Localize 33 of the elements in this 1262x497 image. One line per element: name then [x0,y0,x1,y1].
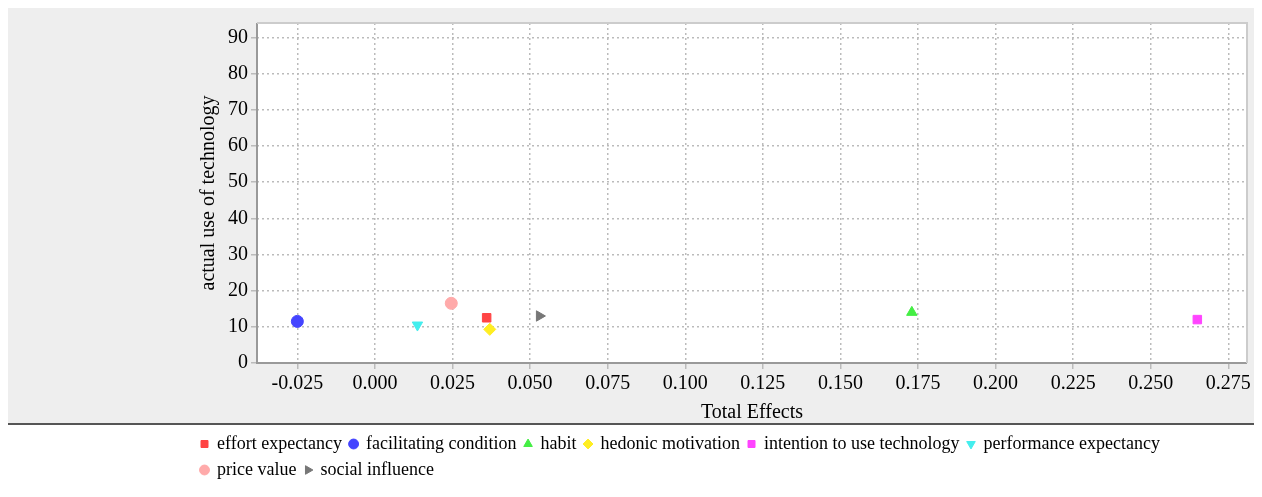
x-axis-title: Total Effects [700,400,804,423]
x-tick-label: 0.100 [662,371,708,394]
x-tick-label: 0.050 [507,371,553,394]
y-tick-label: 20 [228,277,248,300]
y-tick-label: 40 [228,205,248,228]
x-tick-label: 0.250 [1128,371,1174,394]
legend-label: intention to use technology [764,432,960,453]
legend-label: performance expectancy [983,432,1160,453]
x-tick-label: -0.025 [271,371,324,394]
legend-label: price value [217,458,297,479]
x-tick-label: 0.175 [895,371,941,394]
y-tick-label: 10 [228,314,248,337]
x-tick-label: 0.275 [1205,371,1251,394]
legend-label: habit [540,432,577,453]
y-axis-title: actual use of technology [196,95,220,291]
x-tick-label: 0.125 [740,371,786,394]
y-tick-label: 0 [238,350,248,373]
x-tick-label: 0.075 [585,371,631,394]
x-tick-label: 0.225 [1050,371,1096,394]
y-tick-label: 80 [228,60,248,83]
x-tick-label: 0.000 [352,371,398,394]
legend-label: social influence [320,458,434,479]
y-tick-label: 90 [228,24,248,47]
legend-label: hedonic motivation [600,432,741,453]
y-tick-label: 60 [228,133,248,156]
legend-label: effort expectancy [217,432,343,453]
x-tick-label: 0.025 [430,371,476,394]
legend-label: facilitating condition [366,432,517,453]
x-tick-label: 0.150 [817,371,863,394]
y-tick-label: 30 [228,241,248,264]
y-tick-label: 50 [228,169,248,192]
x-tick-label: 0.200 [973,371,1019,394]
y-tick-label: 70 [228,97,248,120]
